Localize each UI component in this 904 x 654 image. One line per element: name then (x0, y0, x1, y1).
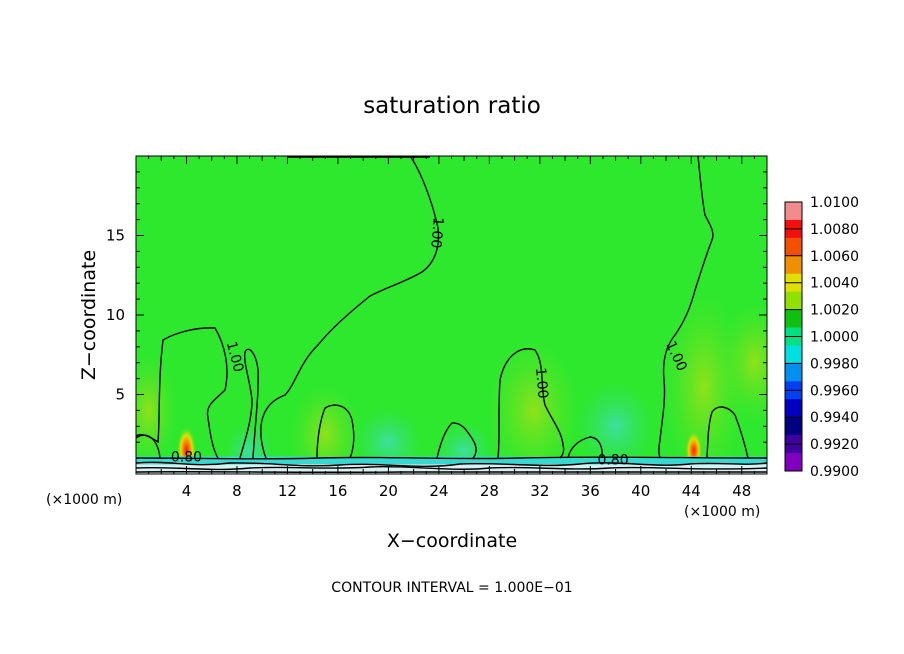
colorbar-swatch (785, 363, 802, 382)
colorbar-label: 0.9980 (810, 356, 859, 372)
contour-label: 1.00 (532, 367, 551, 399)
warm-patch (719, 302, 767, 423)
colorbar-label: 1.0000 (810, 330, 859, 346)
cool-patch (575, 381, 656, 472)
chart-title: saturation ratio (363, 93, 541, 119)
x-tick-label: 28 (480, 482, 499, 500)
colorbar-label: 1.0060 (810, 249, 859, 265)
colorbar: 1.0100 1.0080 1.0060 1.0040 1.0020 1.0000 0.99… (784, 195, 859, 480)
contour-line (316, 404, 355, 459)
colorbar-swatch (785, 417, 802, 436)
warm-patch (488, 340, 579, 474)
colorbar-label: 0.9940 (810, 410, 859, 426)
contour-line (567, 436, 603, 459)
colorbar-label: 1.0020 (810, 303, 859, 319)
colorbar-label: 0.9900 (810, 464, 859, 480)
colorbar-swatch (785, 345, 802, 364)
contour-line (136, 465, 767, 471)
warm-patch (136, 355, 177, 466)
contour-line (239, 348, 259, 459)
x-tick-label: 16 (328, 482, 347, 500)
x-tick-label: 8 (232, 482, 242, 500)
contour-interval-note: CONTOUR INTERVAL = 1.000E−01 (331, 580, 572, 596)
y-axis-label: Z−coordinate (78, 250, 100, 380)
contour-label: 1.00 (427, 216, 446, 248)
x-tick-label: 20 (379, 482, 398, 500)
colorbar-label: 0.9920 (810, 437, 859, 453)
contour-line (136, 327, 228, 459)
colorbar-swatch (785, 399, 802, 418)
y-tick-label: 5 (115, 386, 125, 404)
x-unit-left: (×1000 m) (46, 492, 122, 508)
contour-lines (136, 156, 767, 473)
y-axis-ticks: 5 10 15 (106, 155, 767, 475)
contour-line (497, 348, 565, 459)
x-tick-label: 40 (631, 482, 650, 500)
x-tick-label: 36 (581, 482, 600, 500)
colorbar-swatch (785, 453, 802, 472)
colorbar-swatch (785, 291, 802, 311)
y-tick-label: 15 (106, 227, 125, 245)
contour-line (260, 156, 440, 459)
colorbar-swatch (785, 309, 802, 329)
colorbar-label: 0.9960 (810, 383, 859, 399)
x-tick-label: 44 (682, 482, 701, 500)
plot-area (136, 156, 767, 474)
colorbar-label: 1.0080 (810, 222, 859, 238)
contour-line (136, 461, 767, 467)
colorbar-swatch (785, 237, 802, 257)
hot-spot (685, 427, 702, 466)
y-tick-label: 10 (106, 306, 125, 324)
contour-labels: 1.001.001.001.000.80 0.80 (171, 216, 690, 468)
contour-label: 1.00 (223, 340, 247, 374)
x-tick-label: 32 (530, 482, 549, 500)
colorbar-swatch (785, 255, 802, 275)
x-unit-right: (×1000 m) (684, 504, 760, 520)
colorbar-label: 1.0100 (810, 195, 859, 211)
colorbar-label: 1.0040 (810, 276, 859, 292)
colorbar-swatch (785, 202, 802, 221)
x-tick-label: 48 (732, 482, 751, 500)
hot-spot (177, 423, 196, 468)
contour-line (136, 456, 767, 460)
contour-line (136, 471, 767, 473)
contour-line (436, 422, 477, 459)
x-axis-label: X−coordinate (387, 530, 517, 552)
contour-line (136, 434, 161, 459)
contour-label: 0.80 (597, 452, 628, 468)
x-axis-ticks: 4 8 12 16 20 24 28 32 36 40 44 48 (135, 156, 768, 500)
contour-line (658, 156, 714, 459)
x-tick-label: 12 (278, 482, 297, 500)
contour-line (706, 406, 749, 459)
x-tick-label: 24 (429, 482, 448, 500)
x-tick-label: 4 (182, 482, 192, 500)
contour-label: 0.80 (171, 449, 202, 465)
